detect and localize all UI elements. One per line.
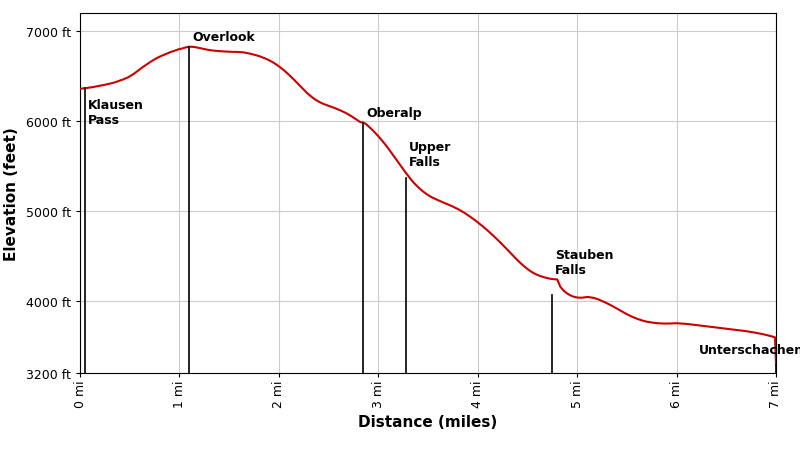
X-axis label: Distance (miles): Distance (miles) [358,415,498,430]
Y-axis label: Elevation (feet): Elevation (feet) [4,126,19,260]
Text: Stauben
Falls: Stauben Falls [555,248,614,276]
Text: Overlook: Overlook [192,31,255,44]
Text: Oberalp: Oberalp [366,107,422,120]
Text: Unterschachen: Unterschachen [698,343,800,356]
Text: Klausen
Pass: Klausen Pass [88,99,144,127]
Text: Upper
Falls: Upper Falls [409,140,451,168]
